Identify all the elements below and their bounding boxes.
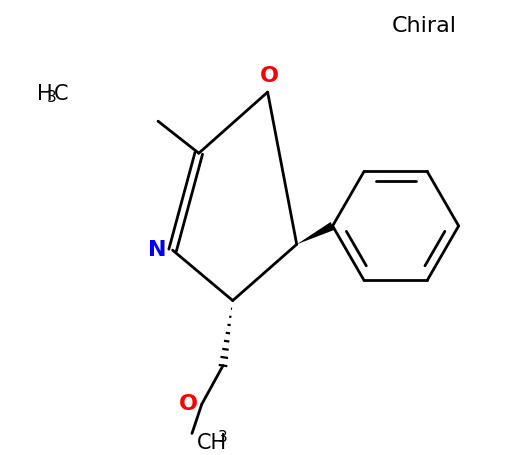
Text: Chiral: Chiral (392, 16, 457, 36)
Text: 3: 3 (218, 430, 228, 445)
Text: 3: 3 (47, 91, 56, 106)
Text: O: O (179, 394, 198, 415)
Polygon shape (297, 222, 334, 244)
Text: N: N (148, 240, 167, 260)
Text: H: H (37, 84, 53, 104)
Text: C: C (54, 84, 69, 104)
Text: CH: CH (197, 434, 227, 453)
Text: O: O (260, 66, 279, 86)
